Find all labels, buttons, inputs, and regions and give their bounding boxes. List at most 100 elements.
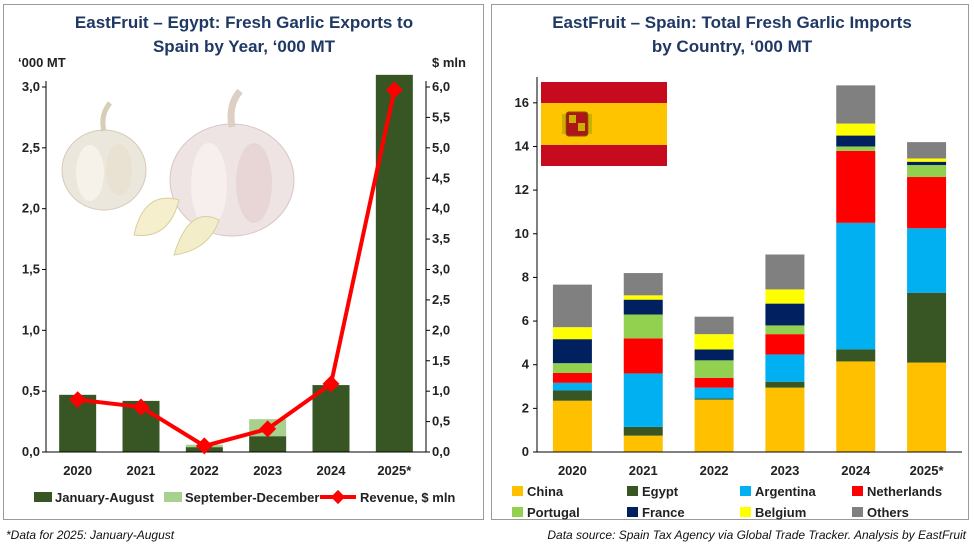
bar-argentina (836, 222, 876, 350)
egypt-exports-chart: EastFruit – Egypt: Fresh Garlic Exports … (18, 13, 466, 505)
y-tick-label: 1,0 (22, 322, 40, 337)
y-tick-label-right: 3,5 (432, 231, 450, 246)
bar-argentina (552, 382, 592, 391)
y-tick-label-right: 1,0 (432, 383, 450, 398)
bar-january-august (375, 74, 413, 452)
x-tick-label: 2022 (190, 463, 219, 478)
legend-swatch-september-december (164, 492, 182, 502)
bar-egypt (765, 381, 805, 388)
bar-argentina (694, 387, 734, 399)
legend-swatch-france (627, 507, 638, 517)
bar-egypt (623, 426, 663, 436)
y-tick-label-right: 4,0 (432, 201, 450, 216)
chart-title: EastFruit – Egypt: Fresh Garlic Exports … (75, 13, 413, 32)
revenue-point (195, 437, 213, 455)
x-tick-label: 2024 (317, 463, 347, 478)
bar-belgium (765, 289, 805, 304)
legend-label-netherlands: Netherlands (867, 484, 942, 499)
legend-label-egypt: Egypt (642, 484, 679, 499)
data-source: Data source: Spain Tax Agency via Global… (547, 528, 966, 542)
bar-egypt (907, 292, 947, 363)
bar-netherlands (694, 377, 734, 388)
legend-label-belgium: Belgium (755, 505, 806, 520)
legend-swatch-argentina (740, 486, 751, 496)
footnote: *Data for 2025: January-August (6, 528, 175, 542)
bar-china (836, 361, 876, 452)
bar-netherlands (907, 177, 947, 229)
bar-others (836, 85, 876, 124)
y-tick-label: 0,5 (22, 383, 40, 398)
bar-france (907, 161, 947, 166)
bar-january-august (249, 436, 287, 452)
legend-swatch-belgium (740, 507, 751, 517)
garlic-photo (61, 88, 295, 256)
legend-label-france: France (642, 505, 685, 520)
revenue-line (77, 89, 397, 449)
bar-egypt (694, 398, 734, 400)
bar-others (623, 273, 663, 296)
bar-argentina (907, 228, 947, 293)
y-tick-label-right: 5,5 (432, 109, 450, 124)
y-tick-label-right: 0,5 (432, 414, 450, 429)
y-tick-label: 2 (522, 400, 529, 415)
legend-label-revenue: Revenue, $ mln (360, 490, 455, 505)
bar-china (765, 387, 805, 452)
legend-swatch-egypt (627, 486, 638, 496)
bar-france (552, 339, 592, 364)
revenue-point (385, 81, 403, 99)
x-tick-label: 2021 (127, 463, 156, 478)
bar-china (694, 399, 734, 452)
x-tick-label: 2022 (700, 463, 729, 478)
legend-label-others: Others (867, 505, 909, 520)
x-tick-label: 2023 (770, 463, 799, 478)
y-tick-label: 16 (515, 95, 529, 110)
bar-netherlands (836, 150, 876, 223)
bar-egypt (836, 349, 876, 362)
bar-netherlands (765, 334, 805, 355)
revenue-point (132, 398, 150, 416)
y-tick-label-right: 6,0 (432, 79, 450, 94)
y-tick-label: 0 (522, 444, 529, 459)
y-tick-label: 6 (522, 313, 529, 328)
legend-swatch-others (852, 507, 863, 517)
bar-china (623, 435, 663, 452)
bar-france (836, 135, 876, 147)
legend-swatch-portugal (512, 507, 523, 517)
y-tick-label-right: 3,0 (432, 262, 450, 277)
legend-marker-revenue (330, 489, 346, 505)
bar-china (552, 400, 592, 452)
y-tick-label: 4 (522, 357, 530, 372)
bar-others (552, 284, 592, 328)
bar-belgium (907, 158, 947, 162)
bar-portugal (694, 360, 734, 378)
bar-portugal (552, 363, 592, 373)
y-tick-label: 12 (515, 182, 529, 197)
y-tick-label: 10 (515, 226, 529, 241)
y-tick-label-right: 5,0 (432, 140, 450, 155)
y-tick-label: 2,0 (22, 201, 40, 216)
right-chart-panel: EastFruit – Spain: Total Fresh Garlic Im… (491, 4, 969, 520)
bar-belgium (552, 327, 592, 340)
revenue-point (69, 391, 87, 409)
bar-belgium (694, 334, 734, 350)
bar-france (765, 303, 805, 326)
bar-china (907, 362, 947, 452)
legend-label-september-december: September-December (185, 490, 319, 505)
bar-belgium (836, 123, 876, 136)
legend-swatch-netherlands (852, 486, 863, 496)
x-tick-label: 2024 (841, 463, 871, 478)
y-tick-label: 14 (515, 138, 530, 153)
y-tick-label-right: 2,5 (432, 292, 450, 307)
y-tick-label-right: 4,5 (432, 170, 450, 185)
bar-others (694, 316, 734, 335)
bar-france (623, 299, 663, 315)
x-tick-label: 2020 (63, 463, 92, 478)
spain-flag-icon (541, 82, 667, 166)
y-tick-label: 8 (522, 269, 529, 284)
bar-belgium (623, 295, 663, 300)
bar-netherlands (552, 372, 592, 383)
x-tick-label: 2025* (377, 463, 412, 478)
y-axis-label-left: ‘000 MT (18, 55, 66, 70)
chart-title: EastFruit – Spain: Total Fresh Garlic Im… (552, 13, 912, 32)
y-tick-label: 0,0 (22, 444, 40, 459)
